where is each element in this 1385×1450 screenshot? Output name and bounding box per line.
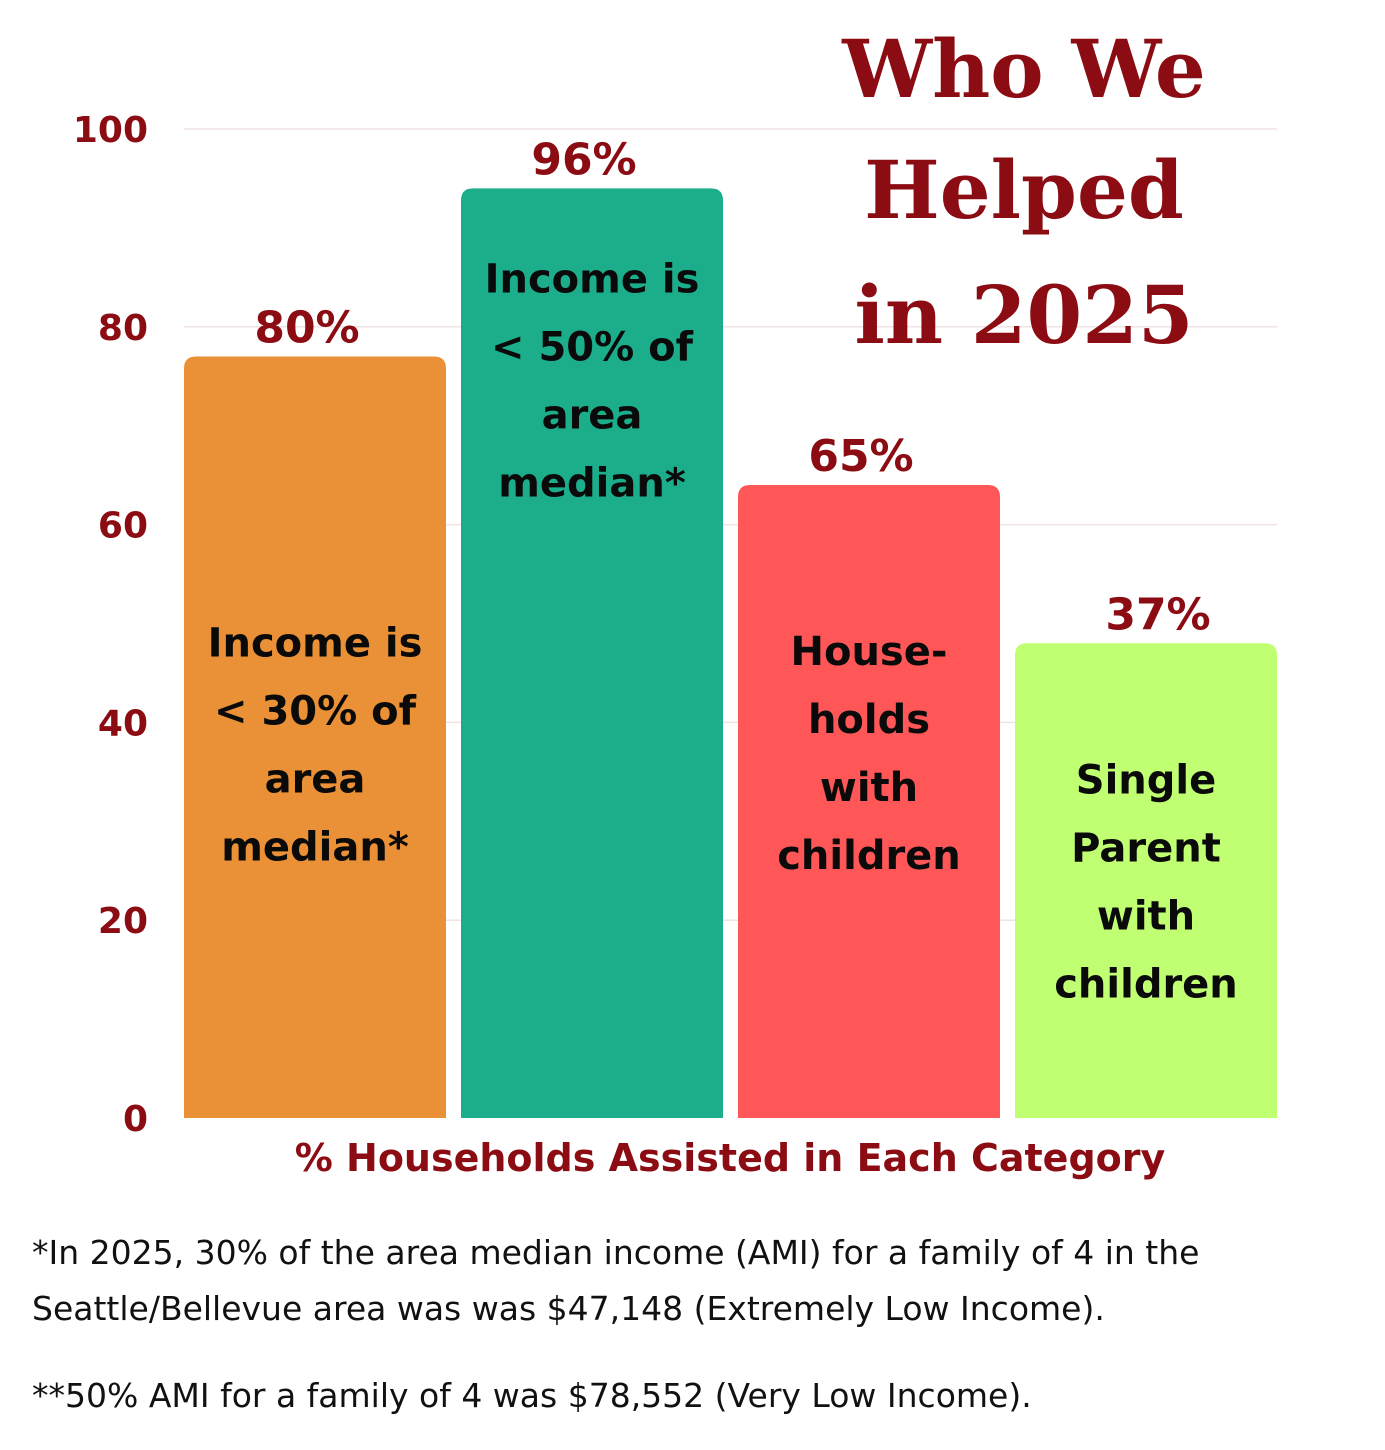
bar-4	[1015, 643, 1277, 1118]
value-label-4: 37%	[1105, 589, 1210, 640]
bar-1-category-line: < 30% of	[214, 688, 417, 734]
bar-4-category-line: Parent	[1071, 825, 1221, 871]
footnote-ami-50: **50% AMI for a family of 4 was $78,552 …	[32, 1376, 1032, 1415]
chart-title-line: in 2025	[854, 268, 1193, 362]
bar-3-category-line: children	[777, 833, 961, 879]
bar-4-category-line: with	[1097, 893, 1195, 939]
y-tick-label-40: 40	[98, 703, 148, 744]
bar-1-category-line: area	[265, 756, 366, 802]
bar-2-category-line: Income is	[485, 256, 700, 302]
bar-1-category-line: median*	[221, 824, 409, 870]
chart-title-line: Helped	[864, 143, 1184, 237]
y-tick-label-60: 60	[98, 506, 148, 547]
value-label-3: 65%	[808, 431, 913, 482]
y-tick-label-0: 0	[123, 1099, 148, 1140]
bar-3-category-line: with	[820, 765, 918, 811]
bar-2	[461, 188, 723, 1119]
bar-3	[738, 485, 1000, 1118]
bar-4-category-line: children	[1054, 961, 1238, 1007]
bar-2-category-line: < 50% of	[491, 324, 694, 370]
bar-3-category-line: House-	[791, 629, 948, 675]
footnote-ami-30: *In 2025, 30% of the area median income …	[32, 1233, 1200, 1328]
bar-1-category-line: Income is	[208, 620, 423, 666]
y-tick-label-20: 20	[98, 901, 148, 942]
y-tick-label-100: 100	[73, 110, 148, 151]
value-label-1: 80%	[254, 302, 359, 353]
bar-1	[184, 356, 446, 1119]
bar-2-category-line: median*	[498, 460, 686, 506]
x-axis-label: % Households Assisted in Each Category	[295, 1136, 1166, 1180]
bar-3-category-line: holds	[808, 697, 930, 743]
bar-2-category-line: area	[542, 392, 643, 438]
value-label-2: 96%	[531, 134, 636, 185]
bar-4-category-line: Single	[1076, 757, 1216, 803]
y-tick-label-80: 80	[98, 308, 148, 349]
bar-chart: 0 20 40 60 80 100 80% Income is < 30% of area medi…	[73, 22, 1277, 1180]
chart-title-line: Who We	[841, 22, 1205, 116]
